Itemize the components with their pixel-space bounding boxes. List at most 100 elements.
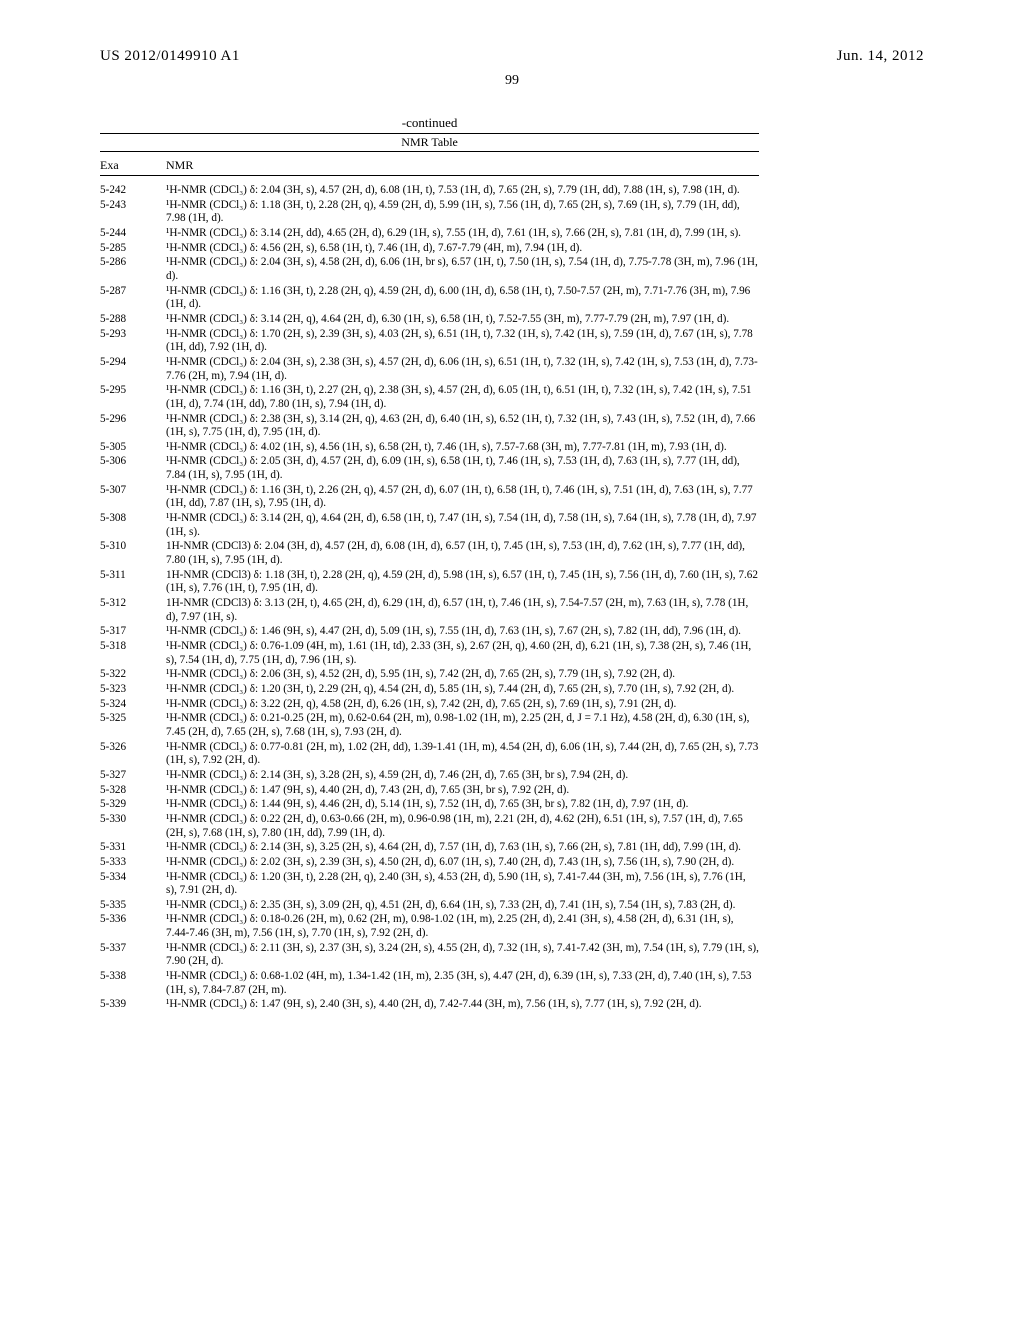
cell-nmr: ¹H-NMR (CDCl₃) δ: 2.06 (3H, s), 4.52 (2H… — [166, 668, 759, 682]
table-row: 5-330¹H-NMR (CDCl₃) δ: 0.22 (2H, d), 0.6… — [100, 813, 759, 840]
cell-nmr: 1H-NMR (CDCl3) δ: 2.04 (3H, d), 4.57 (2H… — [166, 540, 759, 567]
table-row: 5-334 ¹H-NMR (CDCl₃) δ: 1.20 (3H, t), 2.2… — [100, 871, 759, 898]
cell-exa: 5-306 — [100, 455, 148, 482]
cell-nmr: ¹H-NMR (CDCl₃) δ: 1.20 (3H, t), 2.29 (2H… — [166, 683, 759, 697]
cell-nmr: ¹H-NMR (CDCl₃) δ: 1.47 (9H, s), 4.40 (2H… — [166, 784, 759, 798]
cell-exa: 5-305 — [100, 441, 148, 455]
table-row: 5-329 ¹H-NMR (CDCl₃) δ: 1.44 (9H, s), 4.4… — [100, 798, 759, 812]
table-row: 5-312 1H-NMR (CDCl3) δ: 3.13 (2H, t), 4.6… — [100, 597, 759, 624]
cell-exa: 5-286 — [100, 256, 148, 283]
cell-exa: 5-293 — [100, 328, 148, 355]
table-row: 5-335 ¹H-NMR (CDCl₃) δ: 2.35 (3H, s), 3.0… — [100, 899, 759, 913]
table-row: 5-336¹H-NMR (CDCl₃) δ: 0.18-0.26 (2H, m)… — [100, 913, 759, 940]
cell-nmr: ¹H-NMR (CDCl₃) δ: 2.02 (3H, s), 2.39 (3H… — [166, 856, 759, 870]
table-row: 5-307 ¹H-NMR (CDCl₃) δ: 1.16 (3H, t), 2.2… — [100, 484, 759, 511]
cell-exa: 5-336 — [100, 913, 148, 940]
cell-exa: 5-296 — [100, 413, 148, 440]
cell-nmr: ¹H-NMR (CDCl₃) δ: 0.21-0.25 (2H, m), 0.6… — [166, 712, 759, 739]
cell-exa: 5-328 — [100, 784, 148, 798]
cell-exa: 5-334 — [100, 871, 148, 898]
table-row: 5-242 ¹H-NMR (CDCl₃) δ: 2.04 (3H, s), 4.5… — [100, 184, 759, 198]
cell-nmr: ¹H-NMR (CDCl₃) δ: 0.77-0.81 (2H, m), 1.0… — [166, 741, 759, 768]
cell-nmr: ¹H-NMR (CDCl₃) δ: 2.04 (3H, s), 4.57 (2H… — [166, 184, 759, 198]
cell-exa: 5-333 — [100, 856, 148, 870]
cell-nmr: ¹H-NMR (CDCl₃) δ: 4.56 (2H, s), 6.58 (1H… — [166, 242, 759, 256]
cell-exa: 5-324 — [100, 698, 148, 712]
cell-nmr: 1H-NMR (CDCl3) δ: 1.18 (3H, t), 2.28 (2H… — [166, 569, 759, 596]
table-row: 5-294 ¹H-NMR (CDCl₃) δ: 2.04 (3H, s), 2.3… — [100, 356, 759, 383]
cell-nmr: ¹H-NMR (CDCl₃) δ: 0.76-1.09 (4H, m), 1.6… — [166, 640, 759, 667]
continued-label: -continued — [100, 115, 759, 131]
table-row: 5-337 ¹H-NMR (CDCl₃) δ: 2.11 (3H, s), 2.3… — [100, 942, 759, 969]
cell-nmr: ¹H-NMR (CDCl₃) δ: 2.38 (3H, s), 3.14 (2H… — [166, 413, 759, 440]
cell-exa: 5-311 — [100, 569, 148, 596]
cell-exa: 5-294 — [100, 356, 148, 383]
table-row: 5-339¹H-NMR (CDCl₃) δ: 1.47 (9H, s), 2.4… — [100, 998, 759, 1012]
cell-exa: 5-310 — [100, 540, 148, 567]
table-row: 5-324 ¹H-NMR (CDCl₃) δ: 3.22 (2H, q), 4.5… — [100, 698, 759, 712]
cell-exa: 5-318 — [100, 640, 148, 667]
cell-nmr: ¹H-NMR (CDCl₃) δ: 4.02 (1H, s), 4.56 (1H… — [166, 441, 759, 455]
table-title: NMR Table — [100, 133, 759, 152]
table-row: 5-333 ¹H-NMR (CDCl₃) δ: 2.02 (3H, s), 2.3… — [100, 856, 759, 870]
cell-exa: 5-288 — [100, 313, 148, 327]
cell-nmr: ¹H-NMR (CDCl₃) δ: 1.44 (9H, s), 4.46 (2H… — [166, 798, 759, 812]
cell-nmr: ¹H-NMR (CDCl₃) δ: 1.70 (2H, s), 2.39 (3H… — [166, 328, 759, 355]
table-row: 5-325 ¹H-NMR (CDCl₃) δ: 0.21-0.25 (2H, m)… — [100, 712, 759, 739]
table-row: 5-317 ¹H-NMR (CDCl₃) δ: 1.46 (9H, s), 4.4… — [100, 625, 759, 639]
cell-nmr: ¹H-NMR (CDCl₃) δ: 2.04 (3H, s), 2.38 (3H… — [166, 356, 759, 383]
table-row: 5-308¹H-NMR (CDCl₃) δ: 3.14 (2H, q), 4.6… — [100, 512, 759, 539]
cell-exa: 5-244 — [100, 227, 148, 241]
table-row: 5-322¹H-NMR (CDCl₃) δ: 2.06 (3H, s), 4.5… — [100, 668, 759, 682]
cell-exa: 5-325 — [100, 712, 148, 739]
cell-nmr: ¹H-NMR (CDCl₃) δ: 1.16 (3H, t), 2.27 (2H… — [166, 384, 759, 411]
cell-exa: 5-295 — [100, 384, 148, 411]
cell-nmr: ¹H-NMR (CDCl₃) δ: 1.47 (9H, s), 2.40 (3H… — [166, 998, 759, 1012]
cell-exa: 5-243 — [100, 199, 148, 226]
table-row: 5-327 ¹H-NMR (CDCl₃) δ: 2.14 (3H, s), 3.2… — [100, 769, 759, 783]
table-row: 5-318 ¹H-NMR (CDCl₃) δ: 0.76-1.09 (4H, m)… — [100, 640, 759, 667]
cell-nmr: 1H-NMR (CDCl3) δ: 3.13 (2H, t), 4.65 (2H… — [166, 597, 759, 624]
table-row: 5-326 ¹H-NMR (CDCl₃) δ: 0.77-0.81 (2H, m)… — [100, 741, 759, 768]
cell-nmr: ¹H-NMR (CDCl₃) δ: 2.11 (3H, s), 2.37 (3H… — [166, 942, 759, 969]
cell-nmr: ¹H-NMR (CDCl₃) δ: 2.05 (3H, d), 4.57 (2H… — [166, 455, 759, 482]
table-row: 5-295 ¹H-NMR (CDCl₃) δ: 1.16 (3H, t), 2.2… — [100, 384, 759, 411]
table-row: 5-323¹H-NMR (CDCl₃) δ: 1.20 (3H, t), 2.2… — [100, 683, 759, 697]
cell-exa: 5-242 — [100, 184, 148, 198]
cell-nmr: ¹H-NMR (CDCl₃) δ: 3.14 (2H, dd), 4.65 (2… — [166, 227, 759, 241]
cell-nmr: ¹H-NMR (CDCl₃) δ: 0.68-1.02 (4H, m), 1.3… — [166, 970, 759, 997]
publication-date: Jun. 14, 2012 — [837, 48, 924, 65]
cell-exa: 5-329 — [100, 798, 148, 812]
table-row: 5-285¹H-NMR (CDCl₃) δ: 4.56 (2H, s), 6.5… — [100, 242, 759, 256]
table-row: 5-296 ¹H-NMR (CDCl₃) δ: 2.38 (3H, s), 3.1… — [100, 413, 759, 440]
table-row: 5-305 ¹H-NMR (CDCl₃) δ: 4.02 (1H, s), 4.5… — [100, 441, 759, 455]
cell-exa: 5-326 — [100, 741, 148, 768]
cell-nmr: ¹H-NMR (CDCl₃) δ: 1.20 (3H, t), 2.28 (2H… — [166, 871, 759, 898]
table-row: 5-310 1H-NMR (CDCl3) δ: 2.04 (3H, d), 4.5… — [100, 540, 759, 567]
cell-nmr: ¹H-NMR (CDCl₃) δ: 1.46 (9H, s), 4.47 (2H… — [166, 625, 759, 639]
table-row: 5-331¹H-NMR (CDCl₃) δ: 2.14 (3H, s), 3.2… — [100, 841, 759, 855]
cell-nmr: ¹H-NMR (CDCl₃) δ: 2.14 (3H, s), 3.28 (2H… — [166, 769, 759, 783]
cell-exa: 5-312 — [100, 597, 148, 624]
cell-nmr: ¹H-NMR (CDCl₃) δ: 3.14 (2H, q), 4.64 (2H… — [166, 313, 759, 327]
table-row: 5-338¹H-NMR (CDCl₃) δ: 0.68-1.02 (4H, m)… — [100, 970, 759, 997]
page-number: 99 — [100, 73, 924, 89]
table-row: 5-306 ¹H-NMR (CDCl₃) δ: 2.05 (3H, d), 4.5… — [100, 455, 759, 482]
cell-exa: 5-307 — [100, 484, 148, 511]
cell-nmr: ¹H-NMR (CDCl₃) δ: 2.35 (3H, s), 3.09 (2H… — [166, 899, 759, 913]
cell-nmr: ¹H-NMR (CDCl₃) δ: 2.14 (3H, s), 3.25 (2H… — [166, 841, 759, 855]
table-row: 5-311 1H-NMR (CDCl3) δ: 1.18 (3H, t), 2.2… — [100, 569, 759, 596]
cell-exa: 5-335 — [100, 899, 148, 913]
cell-exa: 5-337 — [100, 942, 148, 969]
cell-exa: 5-317 — [100, 625, 148, 639]
table-row: 5-286¹H-NMR (CDCl₃) δ: 2.04 (3H, s), 4.5… — [100, 256, 759, 283]
cell-exa: 5-308 — [100, 512, 148, 539]
cell-exa: 5-327 — [100, 769, 148, 783]
table-row: 5-244 ¹H-NMR (CDCl₃) δ: 3.14 (2H, dd), 4.… — [100, 227, 759, 241]
cell-nmr: ¹H-NMR (CDCl₃) δ: 1.16 (3H, t), 2.26 (2H… — [166, 484, 759, 511]
cell-nmr: ¹H-NMR (CDCl₃) δ: 1.18 (3H, t), 2.28 (2H… — [166, 199, 759, 226]
cell-nmr: ¹H-NMR (CDCl₃) δ: 3.22 (2H, q), 4.58 (2H… — [166, 698, 759, 712]
col-header-exa: Exa — [100, 158, 148, 173]
table-row: 5-328 ¹H-NMR (CDCl₃) δ: 1.47 (9H, s), 4.4… — [100, 784, 759, 798]
publication-number: US 2012/0149910 A1 — [100, 48, 240, 65]
